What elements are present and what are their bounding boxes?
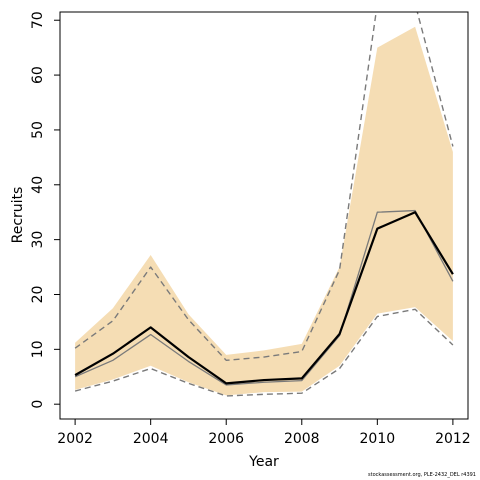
plot-area [74, 12, 454, 397]
confidence-band [75, 26, 453, 396]
y-tick-label: 0 [30, 400, 46, 409]
y-tick-label: 40 [30, 176, 46, 194]
series-line-1 [74, 211, 454, 385]
y-tick-label: 60 [30, 66, 46, 84]
x-tick-label: 2002 [57, 431, 93, 447]
series-line-4 [74, 308, 454, 397]
y-tick-label: 20 [30, 286, 46, 304]
plot-frame [59, 11, 469, 420]
y-tick-label: 30 [30, 231, 46, 249]
x-tick-label: 2008 [284, 431, 320, 447]
series-line-2 [74, 209, 454, 386]
axes: 2002 2004 2006 2008 2010 2012 0 10 20 30 40 50 60 70 [30, 11, 471, 447]
footer-credit: stockassessment.org, PLE-2432_DEL r4391 [368, 472, 476, 478]
x-axis-title: Year [248, 454, 279, 470]
y-axis-title: Recruits [10, 187, 26, 244]
y-tick-label: 10 [30, 340, 46, 358]
y-tick-label: 70 [30, 11, 46, 29]
x-tick-label: 2004 [133, 431, 169, 447]
y-tick-label: 50 [30, 121, 46, 139]
series-line-3 [74, 12, 454, 362]
x-tick-label: 2012 [435, 431, 471, 447]
x-tick-label: 2006 [208, 431, 244, 447]
x-tick-label: 2010 [360, 431, 396, 447]
